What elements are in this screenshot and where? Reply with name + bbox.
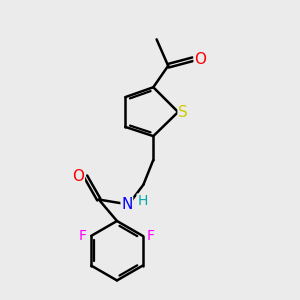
Text: N: N: [121, 197, 133, 212]
Text: O: O: [72, 169, 84, 184]
Text: O: O: [194, 52, 206, 67]
Text: H: H: [137, 194, 148, 208]
Text: F: F: [147, 229, 155, 243]
Text: F: F: [79, 229, 87, 243]
Text: S: S: [178, 104, 188, 119]
